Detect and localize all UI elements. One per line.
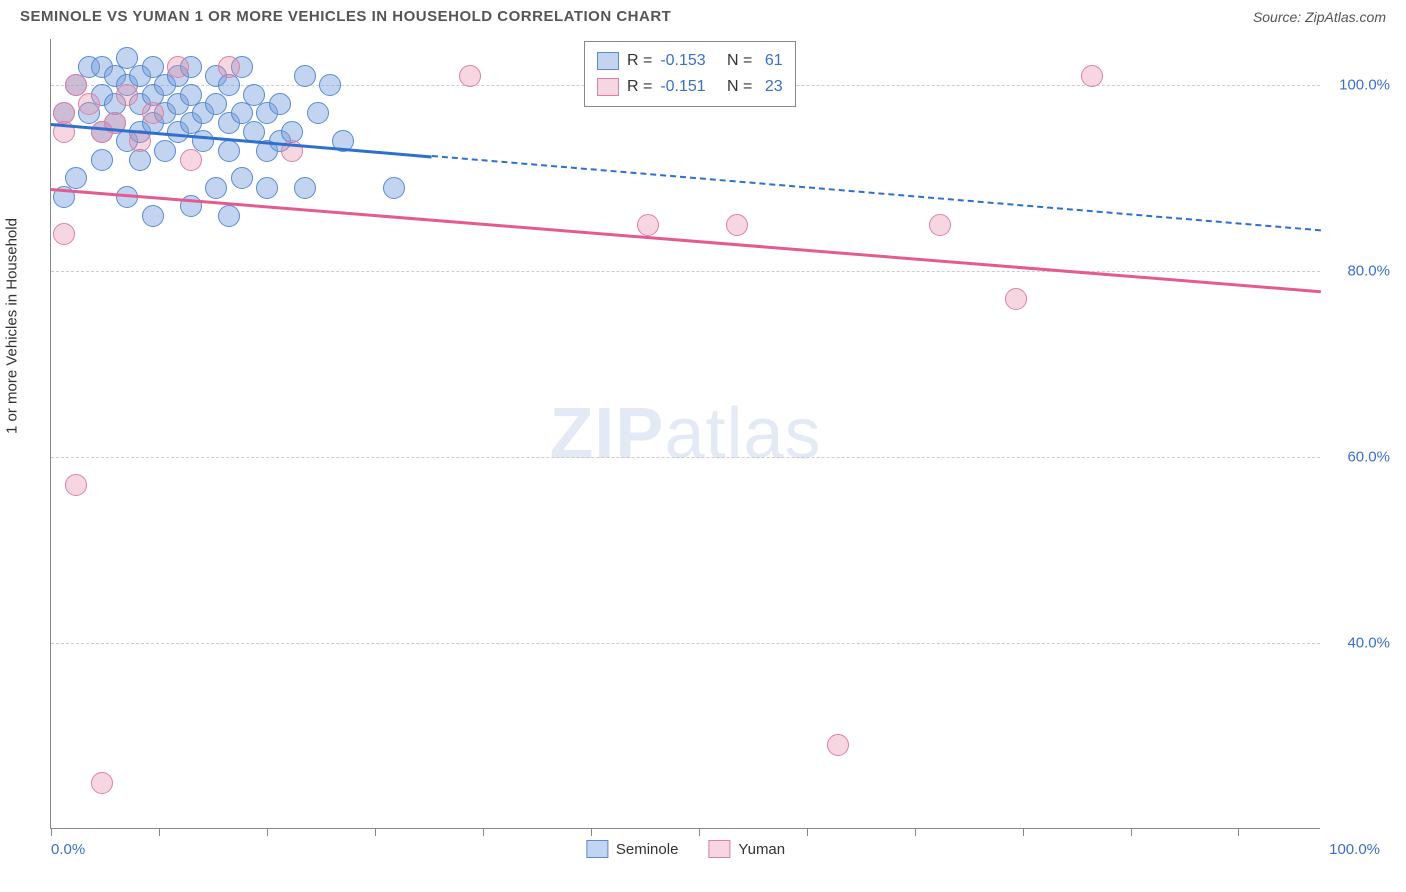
x-tick (51, 828, 52, 836)
y-tick-label: 40.0% (1347, 635, 1390, 652)
x-tick (483, 828, 484, 836)
data-point (142, 205, 164, 227)
chart-container: 1 or more Vehicles in Household ZIPatlas… (20, 29, 1386, 839)
data-point (154, 140, 176, 162)
legend-row: R = -0.151 N = 23 (597, 74, 783, 100)
series-legend-label: Yuman (738, 841, 785, 858)
data-point (827, 734, 849, 756)
legend-n-label: N = (714, 78, 757, 96)
data-point (218, 205, 240, 227)
legend-row: R = -0.153 N = 61 (597, 48, 783, 74)
x-tick-label-left: 0.0% (51, 841, 85, 858)
x-tick (375, 828, 376, 836)
data-point (256, 177, 278, 199)
series-legend-item: Yuman (708, 840, 785, 858)
data-point (218, 56, 240, 78)
legend-n-label: N = (714, 52, 757, 70)
legend-swatch (597, 52, 619, 70)
series-legend: Seminole Yuman (586, 840, 785, 858)
data-point (307, 102, 329, 124)
gridline-h (51, 643, 1320, 644)
chart-source: Source: ZipAtlas.com (1253, 9, 1386, 25)
data-point (1081, 65, 1103, 87)
data-point (53, 223, 75, 245)
trend-line (432, 155, 1321, 231)
data-point (65, 474, 87, 496)
legend-swatch (586, 840, 608, 858)
data-point (294, 177, 316, 199)
series-legend-item: Seminole (586, 840, 679, 858)
legend-n-value: 23 (765, 78, 783, 96)
data-point (637, 214, 659, 236)
legend-swatch (597, 78, 619, 96)
data-point (91, 149, 113, 171)
legend-r-value: -0.153 (660, 52, 705, 70)
data-point (218, 140, 240, 162)
y-axis-label: 1 or more Vehicles in Household (4, 218, 21, 434)
data-point (192, 130, 214, 152)
data-point (205, 177, 227, 199)
data-point (231, 167, 253, 189)
legend-r-value: -0.151 (660, 78, 705, 96)
chart-header: SEMINOLE VS YUMAN 1 OR MORE VEHICLES IN … (0, 0, 1406, 29)
data-point (65, 167, 87, 189)
y-tick-label: 100.0% (1339, 77, 1390, 94)
x-tick (267, 828, 268, 836)
data-point (726, 214, 748, 236)
data-point (294, 65, 316, 87)
x-tick (159, 828, 160, 836)
x-tick (807, 828, 808, 836)
gridline-h (51, 271, 1320, 272)
data-point (929, 214, 951, 236)
legend-r-label: R = (627, 78, 652, 96)
y-tick-label: 80.0% (1347, 263, 1390, 280)
data-point (383, 177, 405, 199)
data-point (269, 93, 291, 115)
x-tick (1023, 828, 1024, 836)
correlation-legend: R = -0.153 N = 61 R = -0.151 N = 23 (584, 41, 796, 107)
data-point (319, 74, 341, 96)
data-point (78, 93, 100, 115)
watermark: ZIPatlas (549, 393, 821, 475)
legend-swatch (708, 840, 730, 858)
trend-line (51, 188, 1321, 293)
data-point (1005, 288, 1027, 310)
x-tick (591, 828, 592, 836)
x-tick (1238, 828, 1239, 836)
y-tick-label: 60.0% (1347, 449, 1390, 466)
data-point (142, 102, 164, 124)
legend-n-value: 61 (765, 52, 783, 70)
data-point (459, 65, 481, 87)
data-point (180, 149, 202, 171)
series-legend-label: Seminole (616, 841, 679, 858)
gridline-h (51, 457, 1320, 458)
data-point (91, 772, 113, 794)
chart-title: SEMINOLE VS YUMAN 1 OR MORE VEHICLES IN … (20, 8, 671, 25)
data-point (116, 84, 138, 106)
x-tick (1131, 828, 1132, 836)
x-tick-label-right: 100.0% (1329, 841, 1380, 858)
x-tick (915, 828, 916, 836)
plot-area: ZIPatlas 40.0%60.0%80.0%100.0%0.0%100.0%… (50, 39, 1320, 829)
legend-r-label: R = (627, 52, 652, 70)
data-point (167, 56, 189, 78)
x-tick (699, 828, 700, 836)
